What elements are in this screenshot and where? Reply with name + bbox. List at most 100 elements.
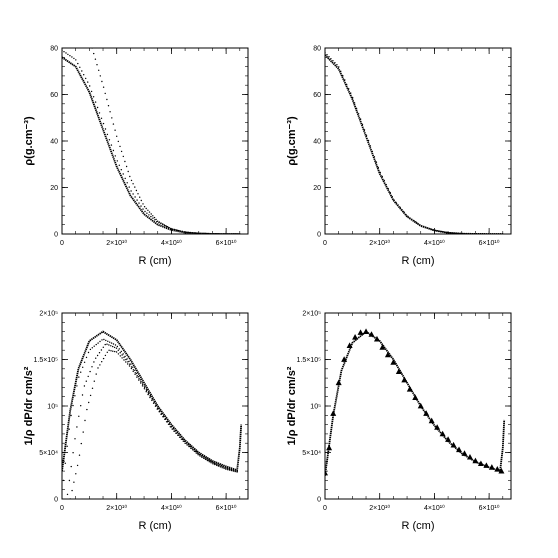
data-point xyxy=(202,456,204,458)
data-point xyxy=(234,470,236,473)
data-point xyxy=(120,150,123,153)
data-point xyxy=(162,416,164,418)
data-point xyxy=(433,229,435,231)
data-point xyxy=(332,60,334,62)
data-point xyxy=(206,459,209,462)
data-point xyxy=(99,364,101,366)
data-point xyxy=(119,352,121,354)
data-point xyxy=(123,359,125,361)
data-point xyxy=(148,211,151,213)
data-point xyxy=(448,232,451,234)
data-point xyxy=(98,352,101,354)
data-point xyxy=(191,447,193,449)
data-point xyxy=(65,52,67,54)
data-point xyxy=(95,373,97,375)
data-point xyxy=(365,134,368,136)
data-point xyxy=(100,349,103,351)
data-point xyxy=(126,358,128,360)
data-point xyxy=(383,179,385,182)
data-point xyxy=(94,58,97,60)
series-line xyxy=(325,330,506,476)
data-point xyxy=(125,358,127,361)
data-point xyxy=(191,449,194,451)
data-point xyxy=(73,57,75,60)
data-point xyxy=(500,233,502,234)
x-axis-label: R (cm) xyxy=(402,255,435,267)
triangle-point xyxy=(412,394,419,401)
data-point xyxy=(340,70,342,73)
data-point xyxy=(355,107,358,110)
data-point xyxy=(106,351,109,353)
data-point xyxy=(73,481,75,483)
data-point xyxy=(227,233,229,234)
data-point xyxy=(403,211,405,213)
x-tick-label: 6×10¹⁰ xyxy=(216,504,237,512)
data-point xyxy=(141,382,144,384)
data-point xyxy=(151,398,153,400)
data-point xyxy=(409,217,411,219)
data-point xyxy=(68,428,70,430)
data-point xyxy=(71,56,73,58)
data-point xyxy=(369,145,372,147)
data-point xyxy=(128,186,130,188)
data-point xyxy=(135,189,138,192)
data-point xyxy=(464,233,466,234)
data-point xyxy=(162,223,164,225)
data-point xyxy=(132,193,134,195)
y-tick-label: 2×10⁵ xyxy=(39,311,58,318)
data-point xyxy=(108,344,110,346)
data-point xyxy=(87,81,89,83)
data-point xyxy=(478,233,480,234)
series-0 xyxy=(325,54,503,234)
x-tick-label: 4×10¹⁰ xyxy=(424,504,445,512)
data-point xyxy=(228,469,231,471)
data-point xyxy=(203,232,205,234)
data-point xyxy=(91,387,94,389)
data-point xyxy=(444,231,447,233)
data-point xyxy=(89,348,92,351)
data-point xyxy=(169,426,171,428)
data-point xyxy=(466,233,468,234)
x-tick-label: 6×10¹⁰ xyxy=(479,504,500,512)
data-point xyxy=(94,101,97,103)
data-point xyxy=(152,217,154,219)
data-point xyxy=(224,466,227,468)
data-point xyxy=(182,440,184,442)
x-tick-label: 2×10¹⁰ xyxy=(106,239,127,247)
series-line xyxy=(62,56,240,234)
y-tick-label: 1.5×10⁵ xyxy=(33,357,58,364)
data-point xyxy=(178,230,180,232)
data-point xyxy=(91,48,93,49)
data-point xyxy=(127,363,129,365)
data-point xyxy=(217,465,220,467)
data-point xyxy=(198,232,200,234)
data-point xyxy=(124,355,126,358)
data-point xyxy=(206,458,208,460)
data-point xyxy=(112,123,115,125)
data-point xyxy=(191,232,193,234)
data-point xyxy=(199,232,202,234)
data-point xyxy=(98,112,101,114)
data-point xyxy=(204,457,206,459)
data-point xyxy=(484,233,486,234)
data-point xyxy=(120,350,123,353)
data-point xyxy=(109,111,111,113)
data-point xyxy=(80,442,83,445)
data-point xyxy=(106,343,108,345)
data-point xyxy=(85,356,88,359)
data-point xyxy=(411,218,413,220)
data-point xyxy=(129,363,131,365)
data-point xyxy=(108,139,111,141)
series-1 xyxy=(325,328,505,476)
triangle-point xyxy=(352,333,359,340)
data-point xyxy=(113,346,116,349)
data-point xyxy=(122,173,124,175)
x-tick-label: 0 xyxy=(323,505,327,512)
data-point xyxy=(122,155,125,158)
data-point xyxy=(91,366,93,368)
data-point xyxy=(142,203,144,205)
data-point xyxy=(87,351,90,354)
data-point xyxy=(140,380,142,383)
data-point xyxy=(209,233,211,234)
triangle-point xyxy=(384,351,391,358)
